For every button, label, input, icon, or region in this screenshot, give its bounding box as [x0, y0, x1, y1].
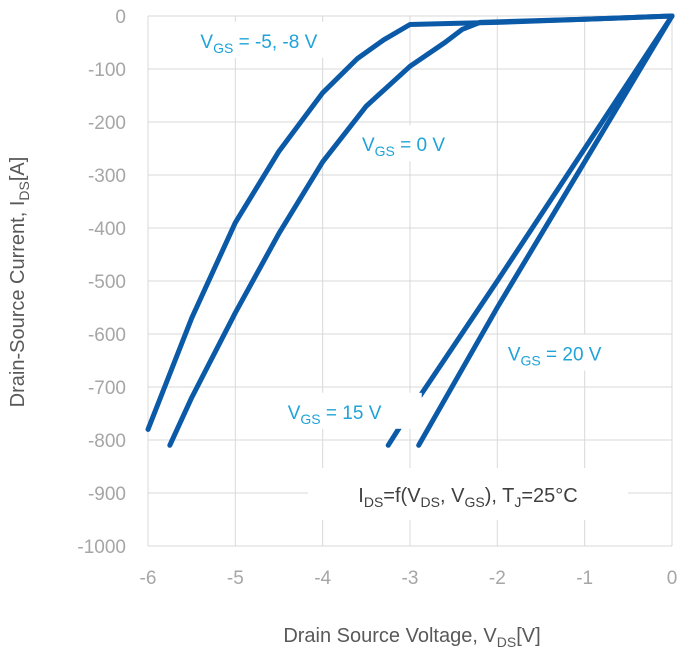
y-tick-label: -400 — [88, 219, 126, 240]
series-line-3 — [385, 13, 675, 448]
series-line-2 — [167, 13, 675, 448]
annotation-part: J — [514, 494, 521, 510]
series-label-2: VGS = 0 V — [362, 135, 445, 159]
series-line-4 — [416, 13, 675, 448]
series-label-background — [357, 125, 496, 162]
x-tick-label: 0 — [667, 568, 678, 589]
series-label-background — [196, 21, 335, 58]
annotation-part: DS — [421, 494, 440, 510]
annotation-part: DS — [364, 494, 383, 510]
series-label-4: VGS = 20 V — [508, 345, 602, 369]
x-tick-label: -1 — [576, 568, 593, 589]
y-tick-label: -1000 — [77, 537, 126, 558]
annotation-part: =25°C — [521, 485, 577, 507]
series-label-3: VGS = 15 V — [288, 403, 382, 427]
series-label-1: VGS = -5, -8 V — [200, 32, 317, 56]
x-tick-label: -2 — [489, 568, 506, 589]
y-tick-label: -700 — [88, 378, 126, 399]
annotation-background — [308, 468, 628, 520]
y-tick-label: -500 — [88, 272, 126, 293]
y-tick-labels: 0 -100 -200 -300 -400 -500 -600 -700 -800 -900 -10… — [77, 7, 126, 558]
x-tick-label: -4 — [314, 568, 331, 589]
grid — [147, 15, 673, 547]
y-tick-label: 0 — [115, 7, 126, 28]
series-label-background — [283, 392, 422, 429]
x-axis-title: Drain Source Voltage, VDS[V] — [283, 625, 540, 649]
annotation-part: I — [358, 485, 364, 507]
y-tick-label: -200 — [88, 113, 126, 134]
series-labels: VGS = -5, -8 V VGS = 0 V VGS = 15 V VGS = 2… — [196, 21, 642, 429]
y-tick-label: -300 — [88, 166, 126, 187]
x-tick-label: -3 — [402, 568, 419, 589]
x-tick-label: -6 — [140, 568, 157, 589]
y-tick-label: -600 — [88, 325, 126, 346]
annotation-part: =f(V — [383, 485, 421, 507]
annotation-text: IDS=f(VDS, VGS), TJ=25°C — [358, 485, 577, 510]
y-tick-label: -800 — [88, 431, 126, 452]
y-tick-label: -100 — [88, 60, 126, 81]
x-tick-label: -5 — [227, 568, 244, 589]
series-label-background — [503, 334, 642, 371]
y-tick-label: -900 — [88, 484, 126, 505]
y-axis-title: Drain-Source Current, IDS[A] — [7, 157, 32, 408]
annotation-box: IDS=f(VDS, VGS), TJ=25°C — [308, 468, 628, 520]
annotation-part: ), T — [485, 485, 515, 507]
x-tick-labels: -6 -5 -4 -3 -2 -1 0 — [140, 568, 678, 589]
annotation-part: , V — [440, 485, 465, 507]
annotation-part: GS — [464, 494, 484, 510]
